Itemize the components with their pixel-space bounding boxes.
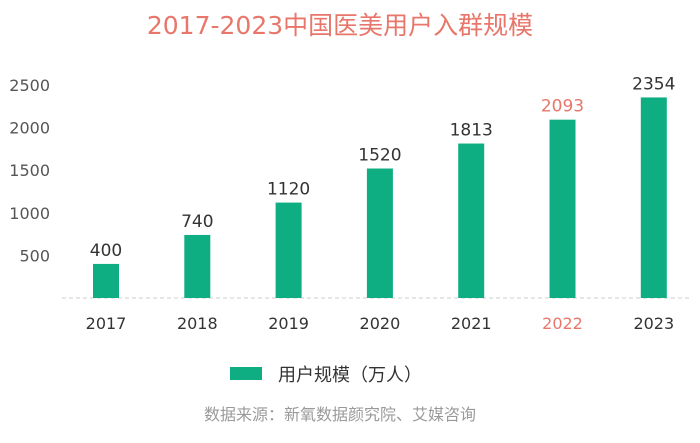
legend-label: 用户规模（万人） (278, 365, 422, 386)
bars-group (93, 97, 667, 299)
y-axis: 500 1000 1500 2000 2500 (9, 76, 50, 265)
bar-2017 (93, 263, 119, 298)
y-tick-label: 1500 (9, 161, 50, 180)
source-note: 数据来源：新氧数据颜究院、艾媒咨询 (204, 405, 476, 424)
data-label-2017: 400 (90, 241, 122, 261)
bar-2019 (275, 202, 302, 298)
y-tick-label: 2000 (9, 119, 50, 138)
y-tick-label: 2500 (9, 76, 50, 95)
data-label-2020: 1520 (358, 145, 401, 165)
legend-swatch (230, 367, 262, 380)
x-tick-label-2022: 2022 (542, 314, 583, 333)
x-axis: 2017 2018 2019 2020 2021 2022 2023 (86, 314, 675, 333)
x-tick-label-2023: 2023 (633, 314, 674, 333)
x-tick-label-2021: 2021 (451, 314, 492, 333)
chart-title: 2017-2023中国医美用户入群规模 (147, 11, 533, 40)
bar-2022 (549, 119, 576, 299)
bar-2020 (366, 168, 393, 298)
legend: 用户规模（万人） (230, 365, 422, 386)
data-label-2023: 2354 (632, 74, 675, 94)
x-tick-label-2020: 2020 (360, 314, 401, 333)
x-tick-label-2018: 2018 (177, 314, 218, 333)
y-tick-label: 500 (19, 246, 50, 265)
data-label-2022: 2093 (541, 97, 584, 117)
data-label-2021: 1813 (450, 121, 493, 141)
data-label-2019: 1120 (267, 180, 310, 200)
bar-2021 (458, 143, 485, 298)
bar-2023 (640, 97, 667, 298)
bar-2018 (184, 234, 211, 298)
data-labels-group: 400 740 1120 1520 1813 2093 2354 (90, 74, 676, 260)
x-tick-label-2019: 2019 (268, 314, 309, 333)
y-tick-label: 1000 (9, 204, 50, 223)
x-tick-label-2017: 2017 (86, 314, 127, 333)
data-label-2018: 740 (181, 212, 213, 232)
